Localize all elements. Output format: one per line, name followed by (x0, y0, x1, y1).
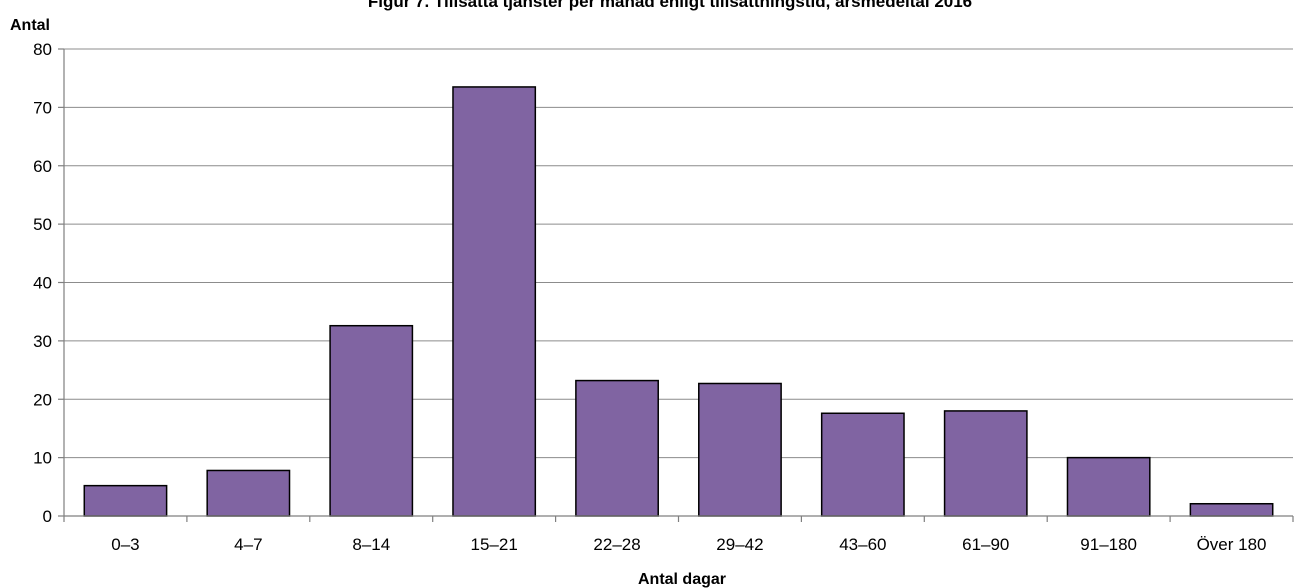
bars (83, 86, 1274, 517)
y-tick-label: 50 (33, 215, 52, 234)
bar (83, 484, 168, 517)
y-axis-title: Antal (10, 17, 50, 34)
chart-title: Figur 7. Tillsatta tjänster per månad en… (368, 0, 972, 11)
bar (575, 379, 659, 517)
y-tick-label: 70 (33, 98, 52, 117)
x-tick-label: 29–42 (716, 535, 763, 554)
y-tick-label: 80 (33, 40, 52, 59)
x-axis-title: Antal dagar (638, 571, 726, 588)
x-tick-label: 43–60 (839, 535, 886, 554)
y-tick-label: 0 (43, 507, 52, 526)
bar (1189, 502, 1274, 517)
bar (329, 324, 414, 517)
y-tick-label: 40 (33, 274, 52, 293)
x-tick-label: 8–14 (352, 535, 390, 554)
y-axis-ticks: 0 10 20 30 40 50 60 70 80 (33, 40, 64, 526)
bar (452, 86, 537, 517)
bar (943, 410, 1028, 517)
x-tick-label: 4–7 (234, 535, 262, 554)
x-tick-label: 61–90 (962, 535, 1009, 554)
x-tick-label: Över 180 (1197, 535, 1267, 554)
x-tick-label: 15–21 (471, 535, 518, 554)
y-tick-label: 20 (33, 390, 52, 409)
x-tick-label: 91–180 (1080, 535, 1137, 554)
bar (698, 382, 782, 517)
y-tick-label: 60 (33, 157, 52, 176)
bar (206, 469, 291, 517)
bar (820, 412, 905, 517)
x-tick-label: 22–28 (593, 535, 640, 554)
gridlines (64, 48, 1293, 459)
bar (1066, 456, 1151, 517)
y-tick-label: 30 (33, 332, 52, 351)
y-tick-label: 10 (33, 449, 52, 468)
x-tick-label: 0–3 (111, 535, 139, 554)
x-axis-ticks: 0–3 4–7 8–14 15–21 22–28 29–42 43–60 61–90 91–18… (63, 516, 1294, 554)
